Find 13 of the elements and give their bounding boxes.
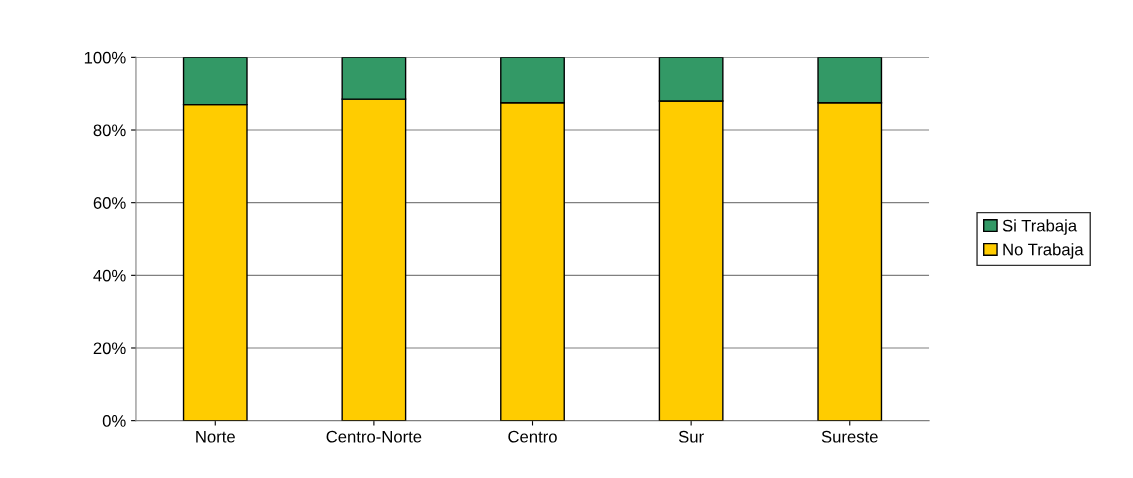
x-tick-label: Centro [508,430,557,443]
y-tick-label: 20% [93,342,126,355]
x-tick-label: Sur [678,430,704,443]
x-tick-label: Sureste [821,430,878,443]
y-tick-label: 40% [93,269,126,282]
y-tick-label: 80% [93,124,126,137]
y-tick-label: 0% [102,415,126,427]
x-tick-label: Norte [196,430,235,443]
y-tick-label: 100% [84,51,126,64]
legend-label: Si Trabaja [1002,219,1078,235]
y-tick-label: 60% [93,197,126,209]
x-tick-label: Centro-Norte [326,430,422,443]
legend-label: No Trabaja [1003,243,1084,259]
